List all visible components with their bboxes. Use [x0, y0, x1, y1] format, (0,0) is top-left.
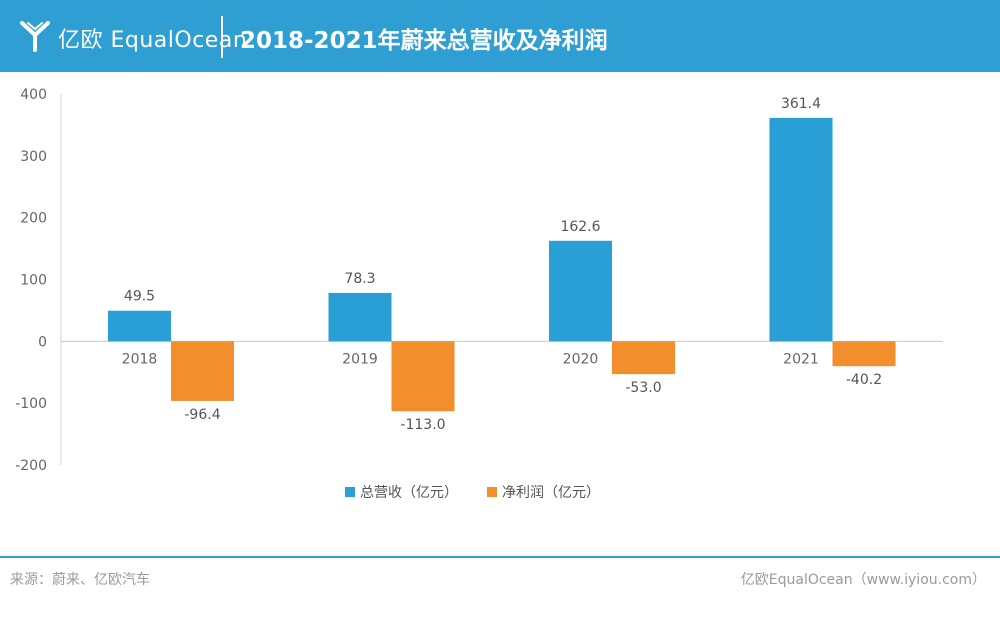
- revenue-bar: [328, 292, 392, 342]
- header-divider: [221, 16, 223, 58]
- data-label: 361.4: [781, 96, 821, 112]
- revenue-bar: [549, 240, 612, 342]
- y-tick-label: 200: [20, 211, 47, 227]
- data-label: -53.0: [625, 380, 661, 396]
- source-note: 来源：蔚来、亿欧汽车: [10, 572, 150, 588]
- legend-swatch-revenue: [345, 487, 355, 497]
- bar-chart: 400 300 200 100 0 -100 -200 49.5 -96.4 78.3 -113.…: [15, 87, 943, 501]
- x-axis-labels: 2018 2019 2020 2021: [122, 351, 819, 367]
- y-axis: 400 300 200 100 0 -100 -200: [15, 87, 47, 474]
- profit-bar: [391, 341, 455, 412]
- x-tick-label: 2020: [563, 351, 599, 367]
- profit-bar: [832, 341, 896, 367]
- data-label: -40.2: [846, 372, 882, 388]
- revenue-bar: [108, 310, 171, 342]
- y-tick-label: 100: [20, 273, 47, 289]
- x-tick-label: 2018: [122, 351, 158, 367]
- y-tick-label: -200: [15, 458, 47, 474]
- profit-bar: [171, 341, 234, 401]
- bars-group: 49.5 -96.4 78.3 -113.0 162.6 -53.0 361.4 -40.2: [108, 96, 896, 433]
- legend-swatch-profit: [487, 487, 497, 497]
- y-tick-label: 0: [38, 334, 47, 350]
- y-tick-label: 400: [20, 87, 47, 103]
- data-label: -96.4: [184, 407, 220, 423]
- profit-bar: [612, 341, 675, 375]
- data-label: -113.0: [400, 417, 445, 433]
- logo-text: 亿欧 EqualOcean: [58, 28, 248, 53]
- equalocean-logo-icon: [20, 21, 50, 52]
- chart-legend: 总营收（亿元） 净利润（亿元）: [345, 485, 600, 501]
- legend-label-profit: 净利润（亿元）: [502, 485, 600, 501]
- y-tick-label: 300: [20, 149, 47, 165]
- data-label: 49.5: [124, 289, 155, 305]
- revenue-bar: [769, 117, 833, 342]
- data-label: 78.3: [344, 271, 375, 287]
- x-tick-label: 2021: [783, 351, 819, 367]
- x-tick-label: 2019: [342, 351, 378, 367]
- credit-note: 亿欧EqualOcean（www.iyiou.com）: [740, 572, 986, 588]
- chart-title: 2018-2021年蔚来总营收及净利润: [240, 28, 608, 54]
- y-tick-label: -100: [15, 396, 47, 412]
- data-label: 162.6: [560, 219, 600, 235]
- header-bar: 亿欧 EqualOcean 2018-2021年蔚来总营收及净利润: [0, 0, 1000, 72]
- footer-divider: [0, 556, 1000, 558]
- legend-label-revenue: 总营收（亿元）: [360, 485, 458, 501]
